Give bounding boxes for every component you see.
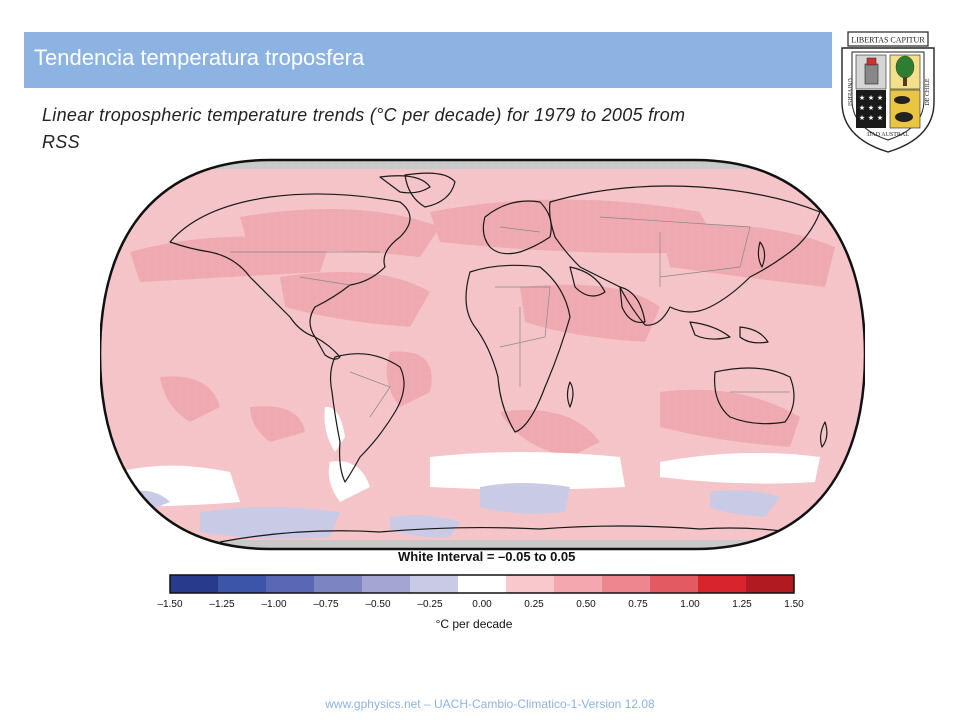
colorbar-unit-label: °C per decade bbox=[436, 617, 513, 631]
north-america-outline bbox=[169, 193, 411, 338]
svg-text:★: ★ bbox=[877, 94, 883, 102]
antarctica-outline bbox=[219, 525, 821, 543]
logo-left-text: UNIVERSI bbox=[846, 78, 852, 106]
colorbar-tick-label: 0.75 bbox=[628, 599, 648, 610]
svg-text:★: ★ bbox=[868, 114, 874, 122]
colorbar-tick-label: 0.25 bbox=[524, 599, 544, 610]
logo-bottom-text: DAD AUSTRAL bbox=[867, 132, 909, 138]
globe-outline bbox=[100, 158, 865, 551]
slide-footer: www.gphysics.net – UACH-Cambio-Climatico… bbox=[325, 697, 655, 711]
university-logo: LIBERTAS CAPITUR ★ ★ ★ ★ ★ ★ ★ ★ ★ UNIVERSI DA… bbox=[841, 31, 935, 153]
colorbar-tick-label: 1.50 bbox=[784, 599, 804, 610]
colorbar-tick-label: –0.50 bbox=[365, 599, 390, 610]
colorbar-tick-label: –1.25 bbox=[209, 599, 234, 610]
colorbar-swatch bbox=[410, 575, 459, 593]
colorbar-tick-label: –0.25 bbox=[417, 599, 442, 610]
logo-motto: LIBERTAS CAPITUR bbox=[851, 36, 925, 45]
colorbar-tick-label: –1.00 bbox=[261, 599, 286, 610]
colorbar-tick-label: –0.75 bbox=[313, 599, 338, 610]
colorbar-swatch bbox=[218, 575, 267, 593]
colorbar-tick-label: –1.50 bbox=[157, 599, 182, 610]
colorbar-swatch bbox=[314, 575, 363, 593]
colorbar-swatch bbox=[506, 575, 555, 593]
colorbar-swatch bbox=[602, 575, 651, 593]
colorbar-frame bbox=[169, 574, 795, 594]
svg-text:★: ★ bbox=[868, 94, 874, 102]
title-bar bbox=[24, 32, 832, 88]
world-temperature-trend-map bbox=[100, 158, 865, 551]
colorbar-swatch bbox=[266, 575, 315, 593]
colorbar-swatch bbox=[746, 575, 795, 593]
asia-outline bbox=[548, 185, 821, 326]
greenland-outline bbox=[404, 172, 456, 208]
svg-text:★: ★ bbox=[868, 104, 874, 112]
africa-outline bbox=[465, 264, 571, 433]
svg-text:★: ★ bbox=[877, 114, 883, 122]
colorbar-swatch bbox=[362, 575, 411, 593]
country-borders bbox=[230, 216, 790, 418]
svg-text:★: ★ bbox=[859, 104, 865, 112]
svg-text:★: ★ bbox=[877, 104, 883, 112]
logo-right-text: DE CHILE bbox=[925, 78, 931, 105]
colorbar-ticks: –1.50 –1.25 –1.00 –0.75 –0.50 –0.25 0.00 0.25 0.… bbox=[157, 599, 804, 610]
colorbar-swatch bbox=[170, 575, 219, 593]
svg-text:★: ★ bbox=[859, 114, 865, 122]
colorbar-swatch bbox=[650, 575, 699, 593]
slide-subtitle: Linear tropospheric temperature trends (… bbox=[42, 105, 686, 152]
colorbar-tick-label: 0.00 bbox=[472, 599, 492, 610]
svg-text:★: ★ bbox=[859, 94, 865, 102]
colorbar-swatch bbox=[458, 575, 507, 593]
colorbar-tick-label: 0.50 bbox=[576, 599, 596, 610]
colorbar-tick-label: 1.25 bbox=[732, 599, 752, 610]
colorbar-legend: –1.50 –1.25 –1.00 –0.75 –0.50 –0.25 0.00 0.25 0.… bbox=[157, 574, 804, 631]
south-america-outline bbox=[329, 353, 405, 483]
white-interval-label: White Interval = –0.05 to 0.05 bbox=[398, 549, 576, 564]
slide-title: Tendencia temperatura troposfera bbox=[34, 45, 365, 70]
australia-outline bbox=[713, 367, 795, 425]
colorbar-tick-label: 1.00 bbox=[680, 599, 700, 610]
europe-outline bbox=[482, 200, 552, 255]
continent-outlines bbox=[169, 172, 828, 543]
antarctic-no-data-band bbox=[100, 540, 865, 549]
colorbar-swatch bbox=[698, 575, 747, 593]
colorbar-swatch bbox=[554, 575, 603, 593]
colorbar-swatches bbox=[170, 575, 795, 593]
